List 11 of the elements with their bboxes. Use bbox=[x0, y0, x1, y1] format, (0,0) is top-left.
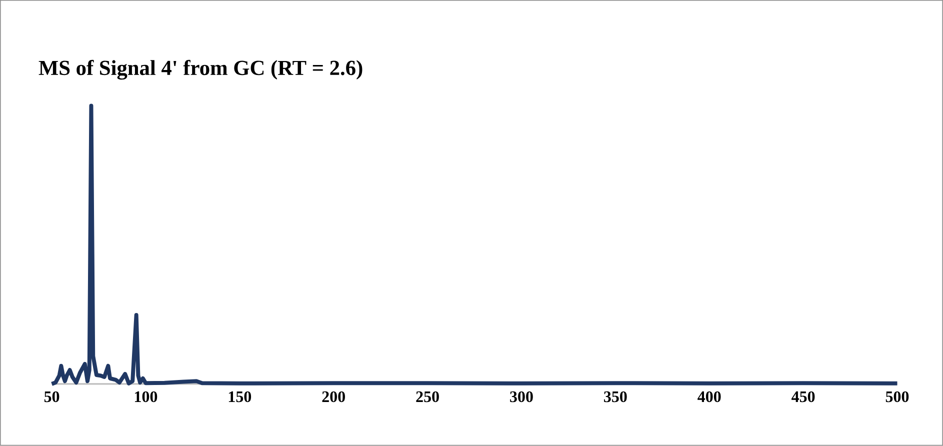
chart-title: MS of Signal 4' from GC (RT = 2.6) bbox=[38, 60, 362, 80]
x-tick-label: 250 bbox=[416, 391, 439, 402]
x-tick-label: 300 bbox=[510, 391, 533, 402]
x-tick-label: 100 bbox=[134, 391, 158, 402]
x-tick-label: 150 bbox=[228, 391, 252, 402]
x-tick-label: 200 bbox=[322, 391, 345, 402]
x-tick-label: 400 bbox=[698, 391, 721, 402]
x-tick-label: 450 bbox=[791, 391, 815, 402]
x-tick-label: 50 bbox=[44, 391, 60, 402]
x-tick-label: 500 bbox=[886, 391, 909, 402]
x-tick-label: 350 bbox=[604, 391, 627, 402]
